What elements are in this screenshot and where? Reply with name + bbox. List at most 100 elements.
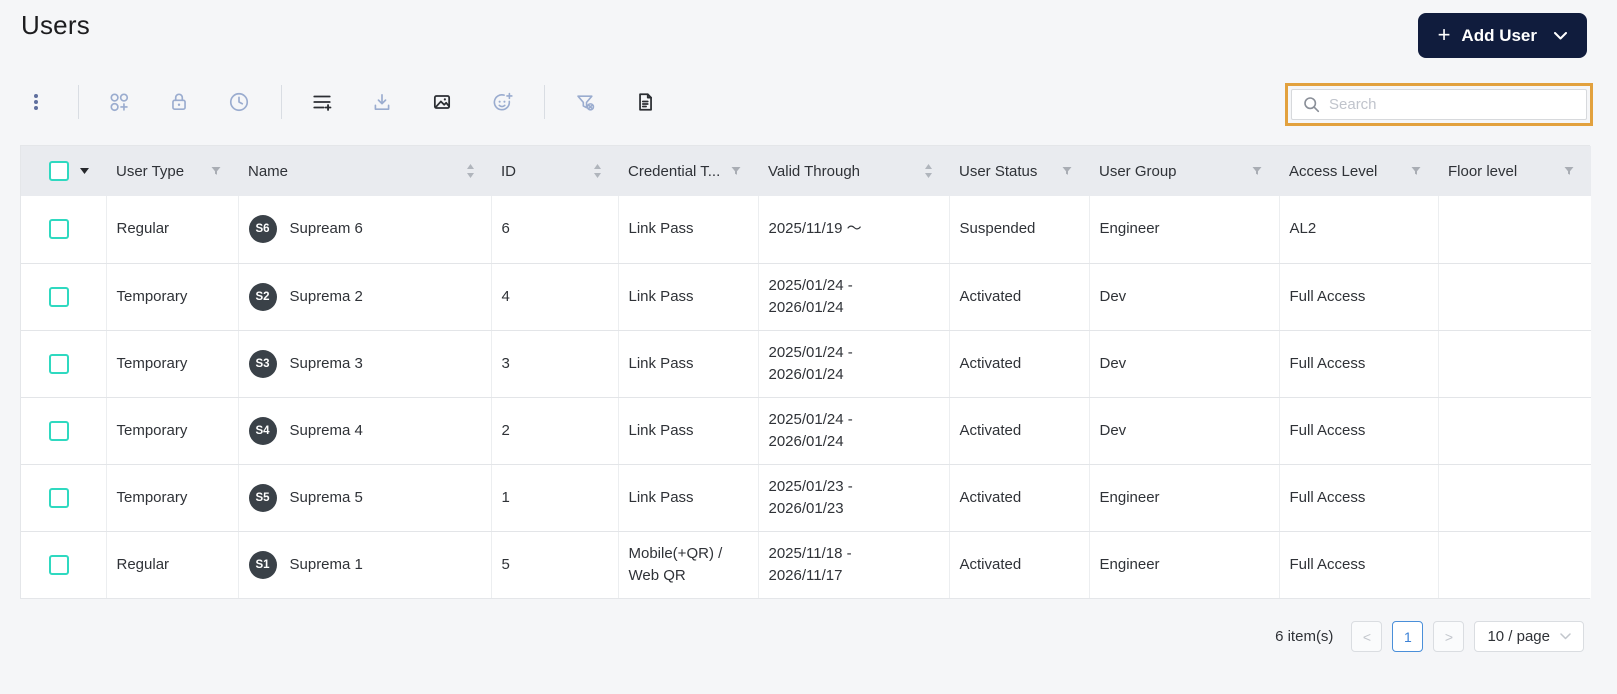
cell-value: 1 — [501, 488, 510, 506]
row-checkbox[interactable] — [49, 420, 69, 441]
cell-value: 2025/01/24 - 2026/01/24 — [768, 276, 853, 316]
table-row[interactable]: Temporary S4 Suprema 4 2 Link Pass 2025/01/24… — [21, 397, 1591, 465]
face-enroll-icon[interactable] — [484, 84, 520, 120]
cell-value: AL2 — [1289, 220, 1317, 238]
toolbar — [18, 83, 663, 121]
cell-credential: Link Pass — [618, 263, 759, 331]
cell-access_level: Full Access — [1279, 330, 1439, 398]
report-icon[interactable] — [627, 84, 663, 120]
cell-user_group: Engineer — [1089, 196, 1280, 264]
search-input[interactable] — [1329, 96, 1575, 113]
cell-id: 3 — [491, 330, 619, 398]
image-icon[interactable] — [424, 84, 460, 120]
cell-value: 2025/01/24 - 2026/01/24 — [768, 410, 853, 450]
column-header-user_type[interactable]: User Type — [106, 146, 238, 196]
cell-credential: Link Pass — [618, 464, 759, 532]
user-name: Suprema 2 — [289, 287, 363, 305]
chevron-down-icon — [1554, 31, 1567, 40]
table-row[interactable]: Regular S1 Suprema 1 5 Mobile(+QR) / Web QR 2… — [21, 531, 1591, 598]
cell-value: 3 — [501, 354, 510, 372]
cell-access_level: AL2 — [1279, 196, 1439, 264]
column-header-access_level[interactable]: Access Level — [1279, 146, 1438, 196]
cell-value: 5 — [501, 555, 510, 573]
prev-page-button[interactable]: < — [1351, 621, 1383, 652]
column-label: ID — [501, 162, 516, 180]
cell-value: Link Pass — [628, 287, 694, 305]
row-checkbox[interactable] — [49, 353, 69, 374]
table-row[interactable]: Temporary S2 Suprema 2 4 Link Pass 2025/01/24… — [21, 263, 1591, 331]
lock-icon[interactable] — [161, 84, 197, 120]
column-header-floor_level[interactable]: Floor level — [1438, 146, 1591, 196]
cell-user_group: Dev — [1089, 397, 1280, 465]
cell-value: Activated — [959, 421, 1022, 439]
cell-valid_through: 2025/01/24 - 2026/01/24 — [758, 330, 950, 398]
cell-value: Temporary — [116, 488, 188, 506]
filter-icon[interactable] — [210, 165, 222, 177]
avatar: S2 — [248, 282, 277, 311]
cell-user_group: Engineer — [1089, 531, 1280, 598]
filter-icon[interactable] — [1251, 165, 1263, 177]
column-header-name[interactable]: Name — [238, 146, 491, 196]
cell-valid_through: 2025/01/24 - 2026/01/24 — [758, 397, 950, 465]
cell-user_type: Regular — [106, 196, 239, 264]
row-checkbox[interactable] — [49, 487, 69, 508]
row-checkbox[interactable] — [49, 219, 69, 240]
cell-user_type: Temporary — [106, 263, 239, 331]
column-header-id[interactable]: ID — [491, 146, 618, 196]
filter-icon[interactable] — [1410, 165, 1422, 177]
cell-value: 2025/11/19 ～ — [768, 220, 862, 238]
column-header-valid_through[interactable]: Valid Through — [758, 146, 949, 196]
cell-value: Link Pass — [628, 354, 694, 372]
cell-value: 2025/01/23 - 2026/01/23 — [768, 477, 853, 517]
filter-clear-icon[interactable] — [567, 84, 603, 120]
cell-value: Full Access — [1289, 287, 1366, 305]
current-page-button[interactable]: 1 — [1392, 621, 1424, 652]
cell-access_level: Full Access — [1279, 263, 1439, 331]
cell-value: Full Access — [1289, 354, 1366, 372]
user-name: Suprema 1 — [289, 555, 363, 573]
clock-icon[interactable] — [221, 84, 257, 120]
row-checkbox[interactable] — [49, 286, 69, 307]
column-header-user_status[interactable]: User Status — [949, 146, 1089, 196]
download-icon[interactable] — [364, 84, 400, 120]
select-caret-icon[interactable] — [80, 168, 89, 174]
filter-icon[interactable] — [1061, 165, 1073, 177]
table-row[interactable]: Regular S6 Supream 6 6 Link Pass 2025/11/19 ～… — [21, 196, 1591, 264]
next-page-button[interactable]: > — [1433, 621, 1465, 652]
add-user-button[interactable]: + Add User — [1417, 13, 1587, 58]
toolbar-divider — [544, 85, 545, 119]
more-menu-icon[interactable] — [18, 84, 54, 120]
toolbar-divider — [78, 85, 79, 119]
cell-value: Activated — [959, 488, 1022, 506]
cell-id: 4 — [491, 263, 619, 331]
page-size-select[interactable]: 10 / page — [1474, 621, 1584, 652]
cell-value: Full Access — [1289, 488, 1366, 506]
user-group-add-icon[interactable] — [101, 84, 137, 120]
column-header-user_group[interactable]: User Group — [1089, 146, 1279, 196]
column-settings-icon[interactable] — [304, 84, 340, 120]
cell-user_type: Temporary — [106, 330, 239, 398]
cell-floor_level — [1438, 196, 1591, 264]
filter-icon[interactable] — [730, 165, 742, 177]
filter-icon[interactable] — [1563, 165, 1575, 177]
cell-valid_through: 2025/01/24 - 2026/01/24 — [758, 263, 950, 331]
column-header-credential[interactable]: Credential T... — [618, 146, 758, 196]
cell-user_status: Activated — [949, 330, 1090, 398]
sort-icon[interactable] — [466, 164, 475, 178]
table-row[interactable]: Temporary S5 Suprema 5 1 Link Pass 2025/01/23… — [21, 464, 1591, 532]
cell-value: Temporary — [116, 287, 188, 305]
cell-value: Activated — [959, 287, 1022, 305]
add-user-label: Add User — [1461, 25, 1537, 45]
row-checkbox[interactable] — [49, 554, 69, 575]
sort-icon[interactable] — [593, 164, 602, 178]
select-all-checkbox[interactable] — [49, 161, 69, 181]
search-highlight — [1285, 83, 1593, 126]
table-row[interactable]: Temporary S3 Suprema 3 3 Link Pass 2025/01/24… — [21, 330, 1591, 398]
avatar: S6 — [248, 215, 277, 244]
cell-value: Dev — [1099, 354, 1127, 372]
cell-credential: Link Pass — [618, 196, 759, 264]
cell-name: S5 Suprema 5 — [238, 464, 492, 532]
sort-icon[interactable] — [924, 164, 933, 178]
column-label: Valid Through — [768, 162, 861, 180]
avatar: S5 — [248, 483, 277, 512]
